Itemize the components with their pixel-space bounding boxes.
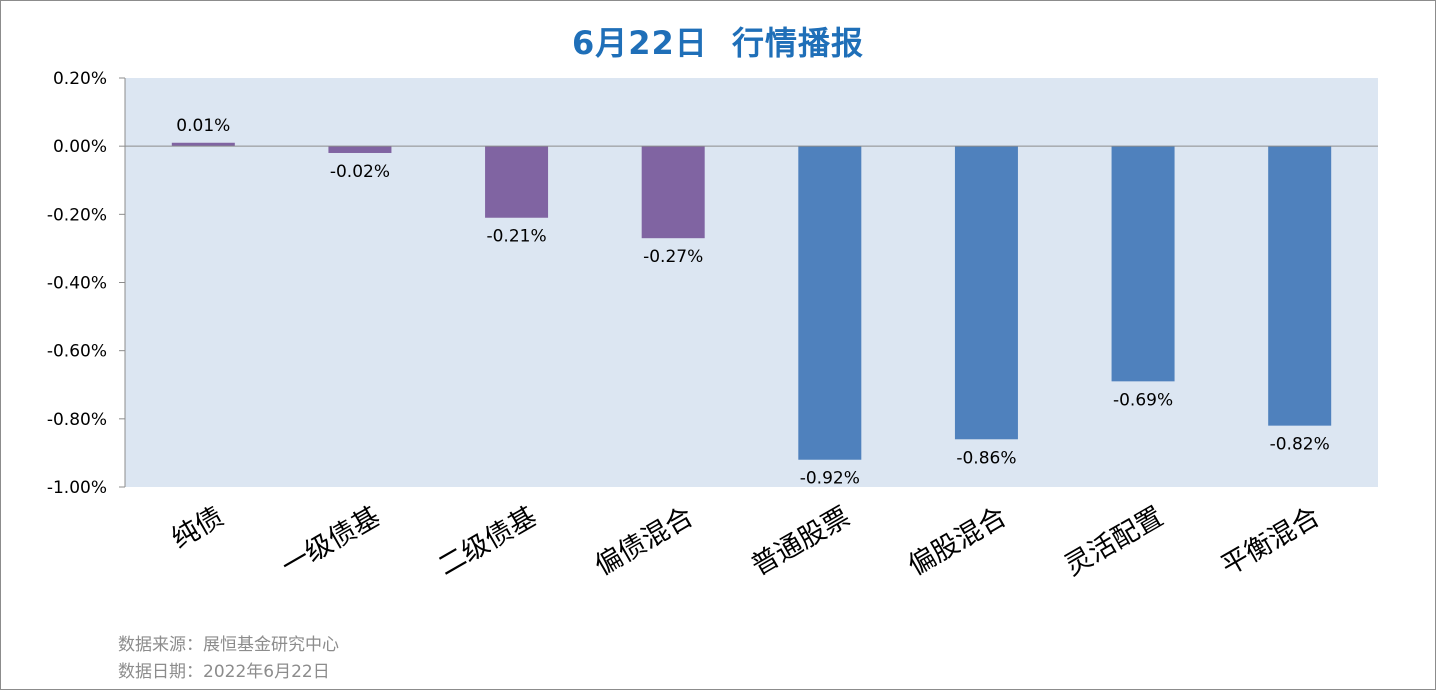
data-source-note: 数据来源：展恒基金研究中心	[118, 635, 339, 655]
x-tick-label: 灵活配置	[1060, 501, 1169, 582]
y-tick-label: 0.20%	[53, 69, 107, 89]
x-tick-label: 平衡混合	[1216, 501, 1325, 582]
bar	[641, 146, 705, 239]
y-tick-label: -0.80%	[47, 410, 107, 430]
y-tick-label: -0.60%	[47, 342, 107, 362]
data-label: -0.02%	[330, 162, 390, 182]
x-tick-label: 偏债混合	[590, 501, 699, 582]
y-tick-label: 0.00%	[53, 137, 107, 157]
data-label: -0.69%	[1113, 390, 1173, 410]
data-label: -0.92%	[800, 469, 860, 489]
bar	[1268, 146, 1332, 426]
y-tick-label: -0.40%	[47, 274, 107, 294]
x-tick-label: 偏股混合	[903, 501, 1012, 582]
data-label: -0.86%	[956, 448, 1016, 468]
plot-area	[125, 78, 1378, 487]
bar	[1111, 146, 1175, 382]
data-label: -0.82%	[1270, 435, 1330, 455]
bar	[954, 146, 1018, 440]
x-tick-label: 普通股票	[746, 501, 855, 582]
bar	[485, 146, 549, 218]
data-date-note: 数据日期：2022年6月22日	[118, 662, 330, 682]
data-label: -0.21%	[486, 227, 546, 247]
y-tick-label: -1.00%	[47, 478, 107, 498]
y-tick-label: -0.20%	[47, 205, 107, 225]
x-tick-label: 二级债基	[433, 501, 542, 582]
x-tick-label: 纯债	[167, 501, 229, 555]
bar	[171, 142, 235, 147]
data-label: -0.27%	[643, 247, 703, 267]
bar	[798, 146, 862, 460]
data-label: 0.01%	[176, 116, 230, 136]
chart-title: 6月22日 行情播报	[571, 24, 865, 62]
bar	[328, 146, 392, 153]
x-tick-label: 一级债基	[276, 501, 385, 582]
